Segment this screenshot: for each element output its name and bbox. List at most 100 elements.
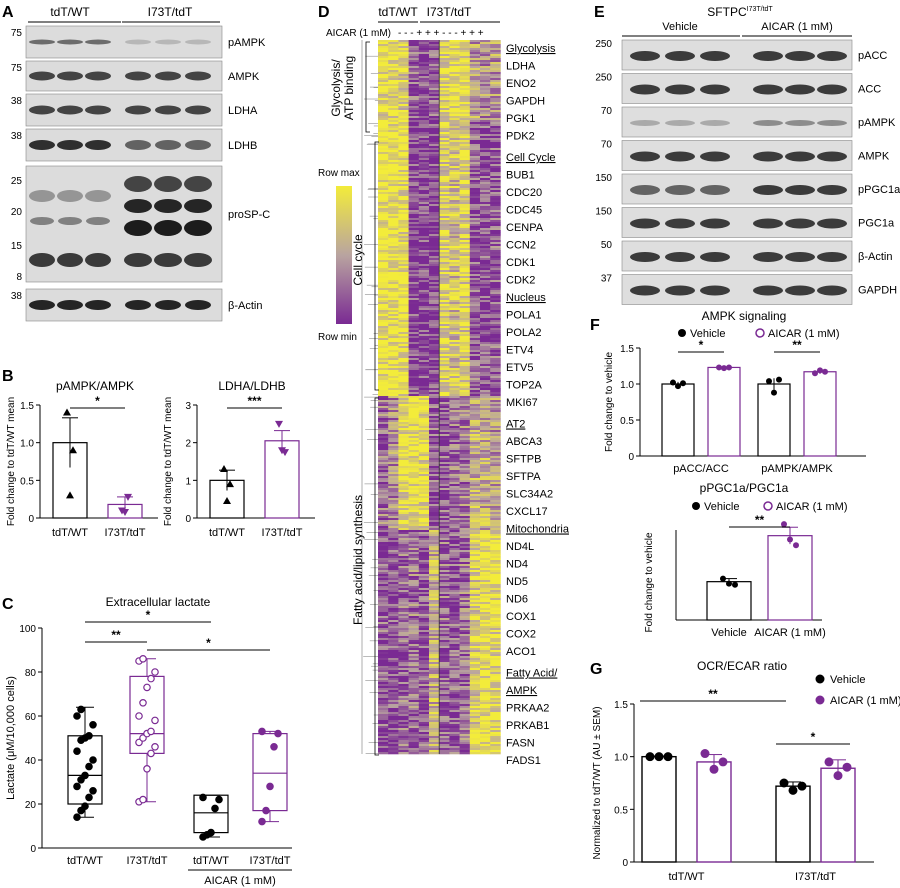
heatmap-cell <box>418 676 430 679</box>
heatmap-cell <box>388 410 399 413</box>
heatmap-cell <box>378 320 389 323</box>
heatmap-cell <box>480 610 491 613</box>
heatmap-cell <box>469 130 481 133</box>
data-point <box>73 813 81 822</box>
heatmap-cell <box>418 662 430 665</box>
y-tick-label: 0 <box>30 844 36 855</box>
heatmap-cell <box>490 508 501 511</box>
heatmap-cell <box>439 270 450 273</box>
heatmap-cell <box>418 478 430 481</box>
heatmap-cell <box>449 604 460 607</box>
heatmap-cell <box>439 324 450 327</box>
heatmap-cell <box>398 262 409 265</box>
heatmap-cell <box>408 368 420 371</box>
heatmap-cell <box>418 170 430 173</box>
heatmap-cell <box>408 50 420 53</box>
heatmap-cell <box>469 164 481 167</box>
heatmap-cell <box>469 230 481 233</box>
heatmap-cell <box>469 346 481 349</box>
heatmap-cell <box>459 208 471 211</box>
heatmap-cell <box>449 630 460 633</box>
heatmap-cell <box>459 152 471 155</box>
heatmap-cell <box>459 360 471 363</box>
heatmap-cell <box>439 320 450 323</box>
heatmap-cell <box>469 610 481 613</box>
gene-label: ND5 <box>506 576 528 588</box>
heatmap-cell <box>480 606 491 609</box>
heatmap-cell <box>439 586 450 589</box>
heatmap-cell <box>480 682 491 685</box>
heatmap-cell <box>439 630 450 633</box>
heatmap-cell <box>418 376 430 379</box>
heatmap-cell <box>490 140 501 143</box>
heatmap-cell <box>378 706 389 709</box>
heatmap-cell <box>429 652 440 655</box>
blot-band <box>665 51 695 61</box>
heatmap-cell <box>459 58 471 61</box>
heatmap-cell <box>449 750 460 753</box>
heatmap-cell <box>408 264 420 267</box>
heatmap-cell <box>459 46 471 49</box>
heatmap-cell <box>378 596 389 599</box>
heatmap-cell <box>378 166 389 169</box>
heatmap-cell <box>408 422 420 425</box>
heatmap-cell <box>429 622 440 625</box>
heatmap-cell <box>378 712 389 715</box>
heatmap-cell <box>429 268 440 271</box>
heatmap-cell <box>388 526 399 529</box>
heatmap-cell <box>439 136 450 139</box>
heatmap-cell <box>429 656 440 659</box>
heatmap-cell <box>378 60 389 63</box>
heatmap-cell <box>418 118 430 121</box>
heatmap-cell <box>439 372 450 375</box>
heatmap-cell <box>418 44 430 47</box>
heatmap-cell <box>378 58 389 61</box>
heatmap-cell <box>408 714 420 717</box>
heatmap-cell <box>398 412 409 415</box>
heatmap-cell <box>418 424 430 427</box>
heatmap-cell <box>408 330 420 333</box>
heatmap-cell <box>480 122 491 125</box>
heatmap-cell <box>378 46 389 49</box>
heatmap-cell <box>398 388 409 391</box>
blot-band <box>124 176 152 192</box>
heatmap-cell <box>459 50 471 53</box>
heatmap-cell <box>378 138 389 141</box>
heatmap-cell <box>459 206 471 209</box>
heatmap-cell <box>408 94 420 97</box>
heatmap-cell <box>418 230 430 233</box>
heatmap-cell <box>418 536 430 539</box>
heatmap-cell <box>388 502 399 505</box>
heatmap-cell <box>490 346 501 349</box>
heatmap-cell <box>378 62 389 65</box>
heatmap-cell <box>459 104 471 107</box>
heatmap-cell <box>469 642 481 645</box>
heatmap-cell <box>459 588 471 591</box>
heatmap-cell <box>418 242 430 245</box>
heatmap-cell <box>439 380 450 383</box>
heatmap-cell <box>418 540 430 543</box>
heatmap-cell <box>378 500 389 503</box>
heatmap-cell <box>388 254 399 257</box>
heatmap-cell <box>388 134 399 137</box>
heatmap-cell <box>480 430 491 433</box>
heatmap-cell <box>469 84 481 87</box>
heatmap-cell <box>469 638 481 641</box>
heatmap-cell <box>459 418 471 421</box>
heatmap-cell <box>490 592 501 595</box>
heatmap-cell <box>449 648 460 651</box>
heatmap-cell <box>388 664 399 667</box>
heatmap-cell <box>469 516 481 519</box>
heatmap-cell <box>388 436 399 439</box>
heatmap-cell <box>439 196 450 199</box>
heatmap-cell <box>459 678 471 681</box>
heatmap-cell <box>459 750 471 753</box>
heatmap-cell <box>490 328 501 331</box>
heatmap-cell <box>469 474 481 477</box>
heatmap-cell <box>469 728 481 731</box>
heatmap-cell <box>388 690 399 693</box>
heatmap-cell <box>480 156 491 159</box>
heatmap-cell <box>480 392 491 395</box>
heatmap-cell <box>459 398 471 401</box>
heatmap-cell <box>469 460 481 463</box>
